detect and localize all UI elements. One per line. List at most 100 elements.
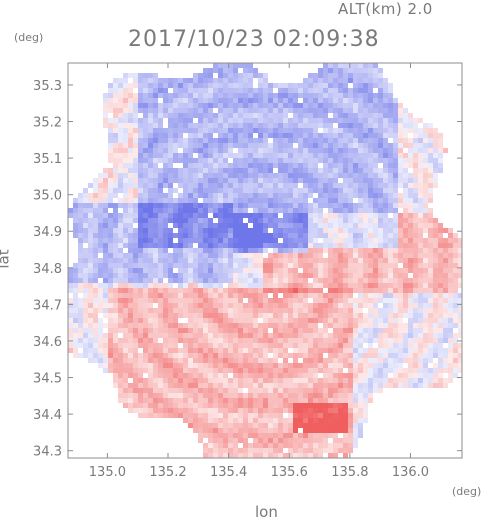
heatmap-cell [168, 133, 173, 138]
heatmap-cell [253, 308, 258, 313]
heatmap-cell [363, 133, 368, 138]
heatmap-cell [138, 208, 143, 213]
heatmap-cell [448, 248, 453, 253]
heatmap-cell [428, 158, 433, 163]
heatmap-cell [73, 218, 78, 223]
heatmap-cell [258, 363, 263, 368]
heatmap-cell [383, 148, 388, 153]
heatmap-cell [173, 328, 178, 333]
heatmap-cell [193, 283, 198, 288]
heatmap-cell [288, 213, 293, 218]
heatmap-cell [308, 353, 313, 358]
heatmap-cell [398, 343, 403, 348]
heatmap-cell [413, 248, 418, 253]
heatmap-cell [188, 163, 193, 168]
heatmap-cell [328, 453, 333, 458]
heatmap-cell [423, 193, 428, 198]
heatmap-cell [103, 193, 108, 198]
heatmap-cell [423, 258, 428, 263]
heatmap-cell [78, 353, 83, 358]
heatmap-cell [323, 73, 328, 78]
heatmap-cell [253, 408, 258, 413]
heatmap-cell [408, 283, 413, 288]
heatmap-cell [253, 243, 258, 248]
heatmap-cell [333, 148, 338, 153]
heatmap-cell [288, 428, 293, 433]
heatmap-cell [168, 398, 173, 403]
heatmap-cell [268, 163, 273, 168]
heatmap-cell [283, 378, 288, 383]
heatmap-cell [208, 293, 213, 298]
heatmap-cell [163, 143, 168, 148]
heatmap-cell [153, 148, 158, 153]
y-tick-label: 35.2 [33, 116, 62, 131]
heatmap-cell [328, 258, 333, 263]
heatmap-cell [378, 253, 383, 258]
heatmap-cell [453, 263, 458, 268]
heatmap-cell [433, 308, 438, 313]
heatmap-cell [98, 213, 103, 218]
heatmap-cell [323, 343, 328, 348]
heatmap-cell [458, 238, 462, 243]
heatmap-cell [343, 223, 348, 228]
heatmap-cell [163, 103, 168, 108]
heatmap-cell [233, 143, 238, 148]
heatmap-cell [148, 353, 153, 358]
heatmap-cell [308, 323, 313, 328]
heatmap-cell [123, 318, 128, 323]
heatmap-cell [348, 423, 353, 428]
heatmap-cell [148, 93, 153, 98]
heatmap-cell [188, 268, 193, 273]
heatmap-cell [223, 148, 228, 153]
heatmap-cell [213, 148, 218, 153]
heatmap-cell [308, 178, 313, 183]
heatmap-cell [143, 298, 148, 303]
heatmap-cell [358, 363, 363, 368]
heatmap-cell [288, 178, 293, 183]
heatmap-cell [178, 208, 183, 213]
heatmap-cell [118, 248, 123, 253]
heatmap-cell [278, 433, 283, 438]
heatmap-cell [403, 198, 408, 203]
heatmap-cell [158, 308, 163, 313]
heatmap-cell [263, 183, 268, 188]
heatmap-cell [398, 313, 403, 318]
heatmap-cell [228, 333, 233, 338]
heatmap-cell [323, 293, 328, 298]
heatmap-cell [338, 158, 343, 163]
heatmap-cell [83, 223, 88, 228]
heatmap-cell [353, 148, 358, 153]
heatmap-cell [133, 368, 138, 373]
heatmap-cell [78, 233, 83, 238]
heatmap-cell [198, 363, 203, 368]
heatmap-cell [88, 328, 93, 333]
heatmap-cell [358, 208, 363, 213]
heatmap-cell [383, 93, 388, 98]
heatmap-cell [313, 408, 318, 413]
heatmap-cell [243, 408, 248, 413]
heatmap-cell [328, 353, 333, 358]
heatmap-cell [363, 293, 368, 298]
heatmap-cell [423, 243, 428, 248]
heatmap-cell [238, 143, 243, 148]
heatmap-cell [133, 258, 138, 263]
heatmap-cell [78, 278, 83, 283]
heatmap-cell [378, 138, 383, 143]
heatmap-cell [338, 223, 343, 228]
heatmap-cell [158, 273, 163, 278]
heatmap-cell [358, 383, 363, 388]
heatmap-cell [353, 208, 358, 213]
heatmap-cell [83, 253, 88, 258]
heatmap-cell [163, 163, 168, 168]
heatmap-cell [388, 313, 393, 318]
heatmap-cell [363, 273, 368, 278]
heatmap-cell [218, 358, 223, 363]
heatmap-cell [228, 453, 233, 458]
heatmap-cell [413, 173, 418, 178]
heatmap-cell [438, 138, 443, 143]
heatmap-cell [238, 93, 243, 98]
heatmap-cell [223, 448, 228, 453]
heatmap-cell [178, 293, 183, 298]
heatmap-cell [358, 93, 363, 98]
heatmap-cell [163, 193, 168, 198]
